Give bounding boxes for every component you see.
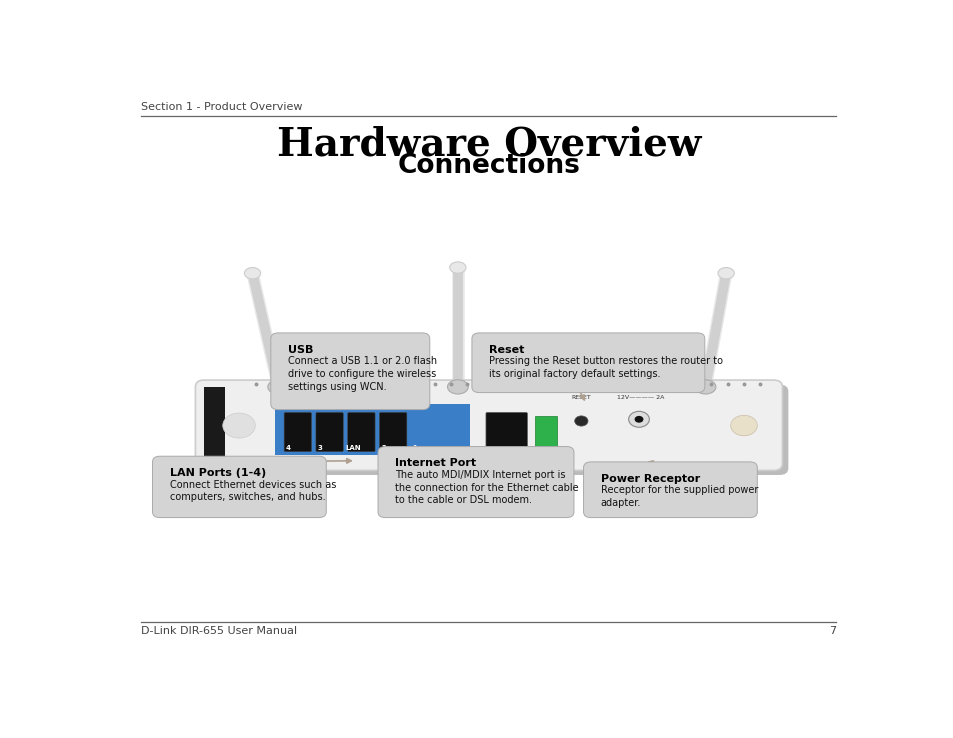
Text: 2: 2 bbox=[381, 444, 386, 450]
Text: Reset: Reset bbox=[488, 345, 524, 355]
FancyBboxPatch shape bbox=[284, 413, 311, 452]
Text: 4: 4 bbox=[286, 444, 291, 450]
FancyBboxPatch shape bbox=[583, 462, 757, 517]
FancyBboxPatch shape bbox=[377, 446, 574, 517]
Circle shape bbox=[574, 416, 587, 426]
FancyBboxPatch shape bbox=[195, 380, 781, 470]
FancyBboxPatch shape bbox=[201, 384, 787, 475]
Text: Connections: Connections bbox=[397, 153, 579, 179]
Text: 1: 1 bbox=[412, 444, 416, 450]
Text: Section 1 - Product Overview: Section 1 - Product Overview bbox=[141, 102, 303, 111]
FancyBboxPatch shape bbox=[315, 413, 343, 452]
Text: 3: 3 bbox=[317, 444, 322, 450]
Ellipse shape bbox=[268, 380, 288, 394]
Text: The auto MDI/MDIX Internet port is
the connection for the Ethernet cable
to the : The auto MDI/MDIX Internet port is the c… bbox=[395, 470, 578, 506]
Text: Connect Ethernet devices such as
computers, switches, and hubs.: Connect Ethernet devices such as compute… bbox=[170, 480, 335, 503]
Circle shape bbox=[634, 416, 642, 423]
Text: Hardware Overview: Hardware Overview bbox=[276, 125, 700, 164]
Text: USB: USB bbox=[539, 454, 551, 459]
Text: Receptor for the supplied power
adapter.: Receptor for the supplied power adapter. bbox=[600, 485, 757, 508]
FancyBboxPatch shape bbox=[152, 456, 326, 517]
Text: 12V———— 2A: 12V———— 2A bbox=[617, 395, 663, 399]
Circle shape bbox=[223, 413, 255, 438]
Text: LAN: LAN bbox=[345, 444, 360, 450]
Circle shape bbox=[730, 415, 757, 435]
Ellipse shape bbox=[718, 268, 734, 279]
Text: LAN Ports (1-4): LAN Ports (1-4) bbox=[170, 468, 266, 478]
FancyBboxPatch shape bbox=[271, 333, 429, 410]
FancyBboxPatch shape bbox=[379, 413, 406, 452]
Ellipse shape bbox=[244, 268, 260, 279]
Text: RESET: RESET bbox=[571, 395, 591, 399]
Ellipse shape bbox=[449, 262, 465, 273]
Bar bbox=[274, 404, 470, 455]
FancyBboxPatch shape bbox=[347, 413, 375, 452]
Text: INTERNET: INTERNET bbox=[493, 454, 519, 459]
Text: USB: USB bbox=[288, 345, 313, 355]
FancyBboxPatch shape bbox=[472, 333, 704, 393]
Bar bbox=[204, 387, 225, 463]
Circle shape bbox=[628, 411, 649, 427]
Text: Power Receptor: Power Receptor bbox=[600, 474, 700, 484]
FancyBboxPatch shape bbox=[485, 413, 527, 452]
Text: Pressing the Reset button restores the router to
its original factory default se: Pressing the Reset button restores the r… bbox=[488, 356, 722, 379]
Text: 7: 7 bbox=[828, 626, 836, 635]
Text: Connect a USB 1.1 or 2.0 flash
drive to configure the wireless
settings using WC: Connect a USB 1.1 or 2.0 flash drive to … bbox=[288, 356, 436, 392]
Bar bbox=[535, 416, 557, 450]
Text: D-Link DIR-655 User Manual: D-Link DIR-655 User Manual bbox=[141, 626, 297, 635]
Ellipse shape bbox=[447, 380, 468, 394]
Text: Internet Port: Internet Port bbox=[395, 458, 476, 469]
Ellipse shape bbox=[695, 380, 715, 394]
